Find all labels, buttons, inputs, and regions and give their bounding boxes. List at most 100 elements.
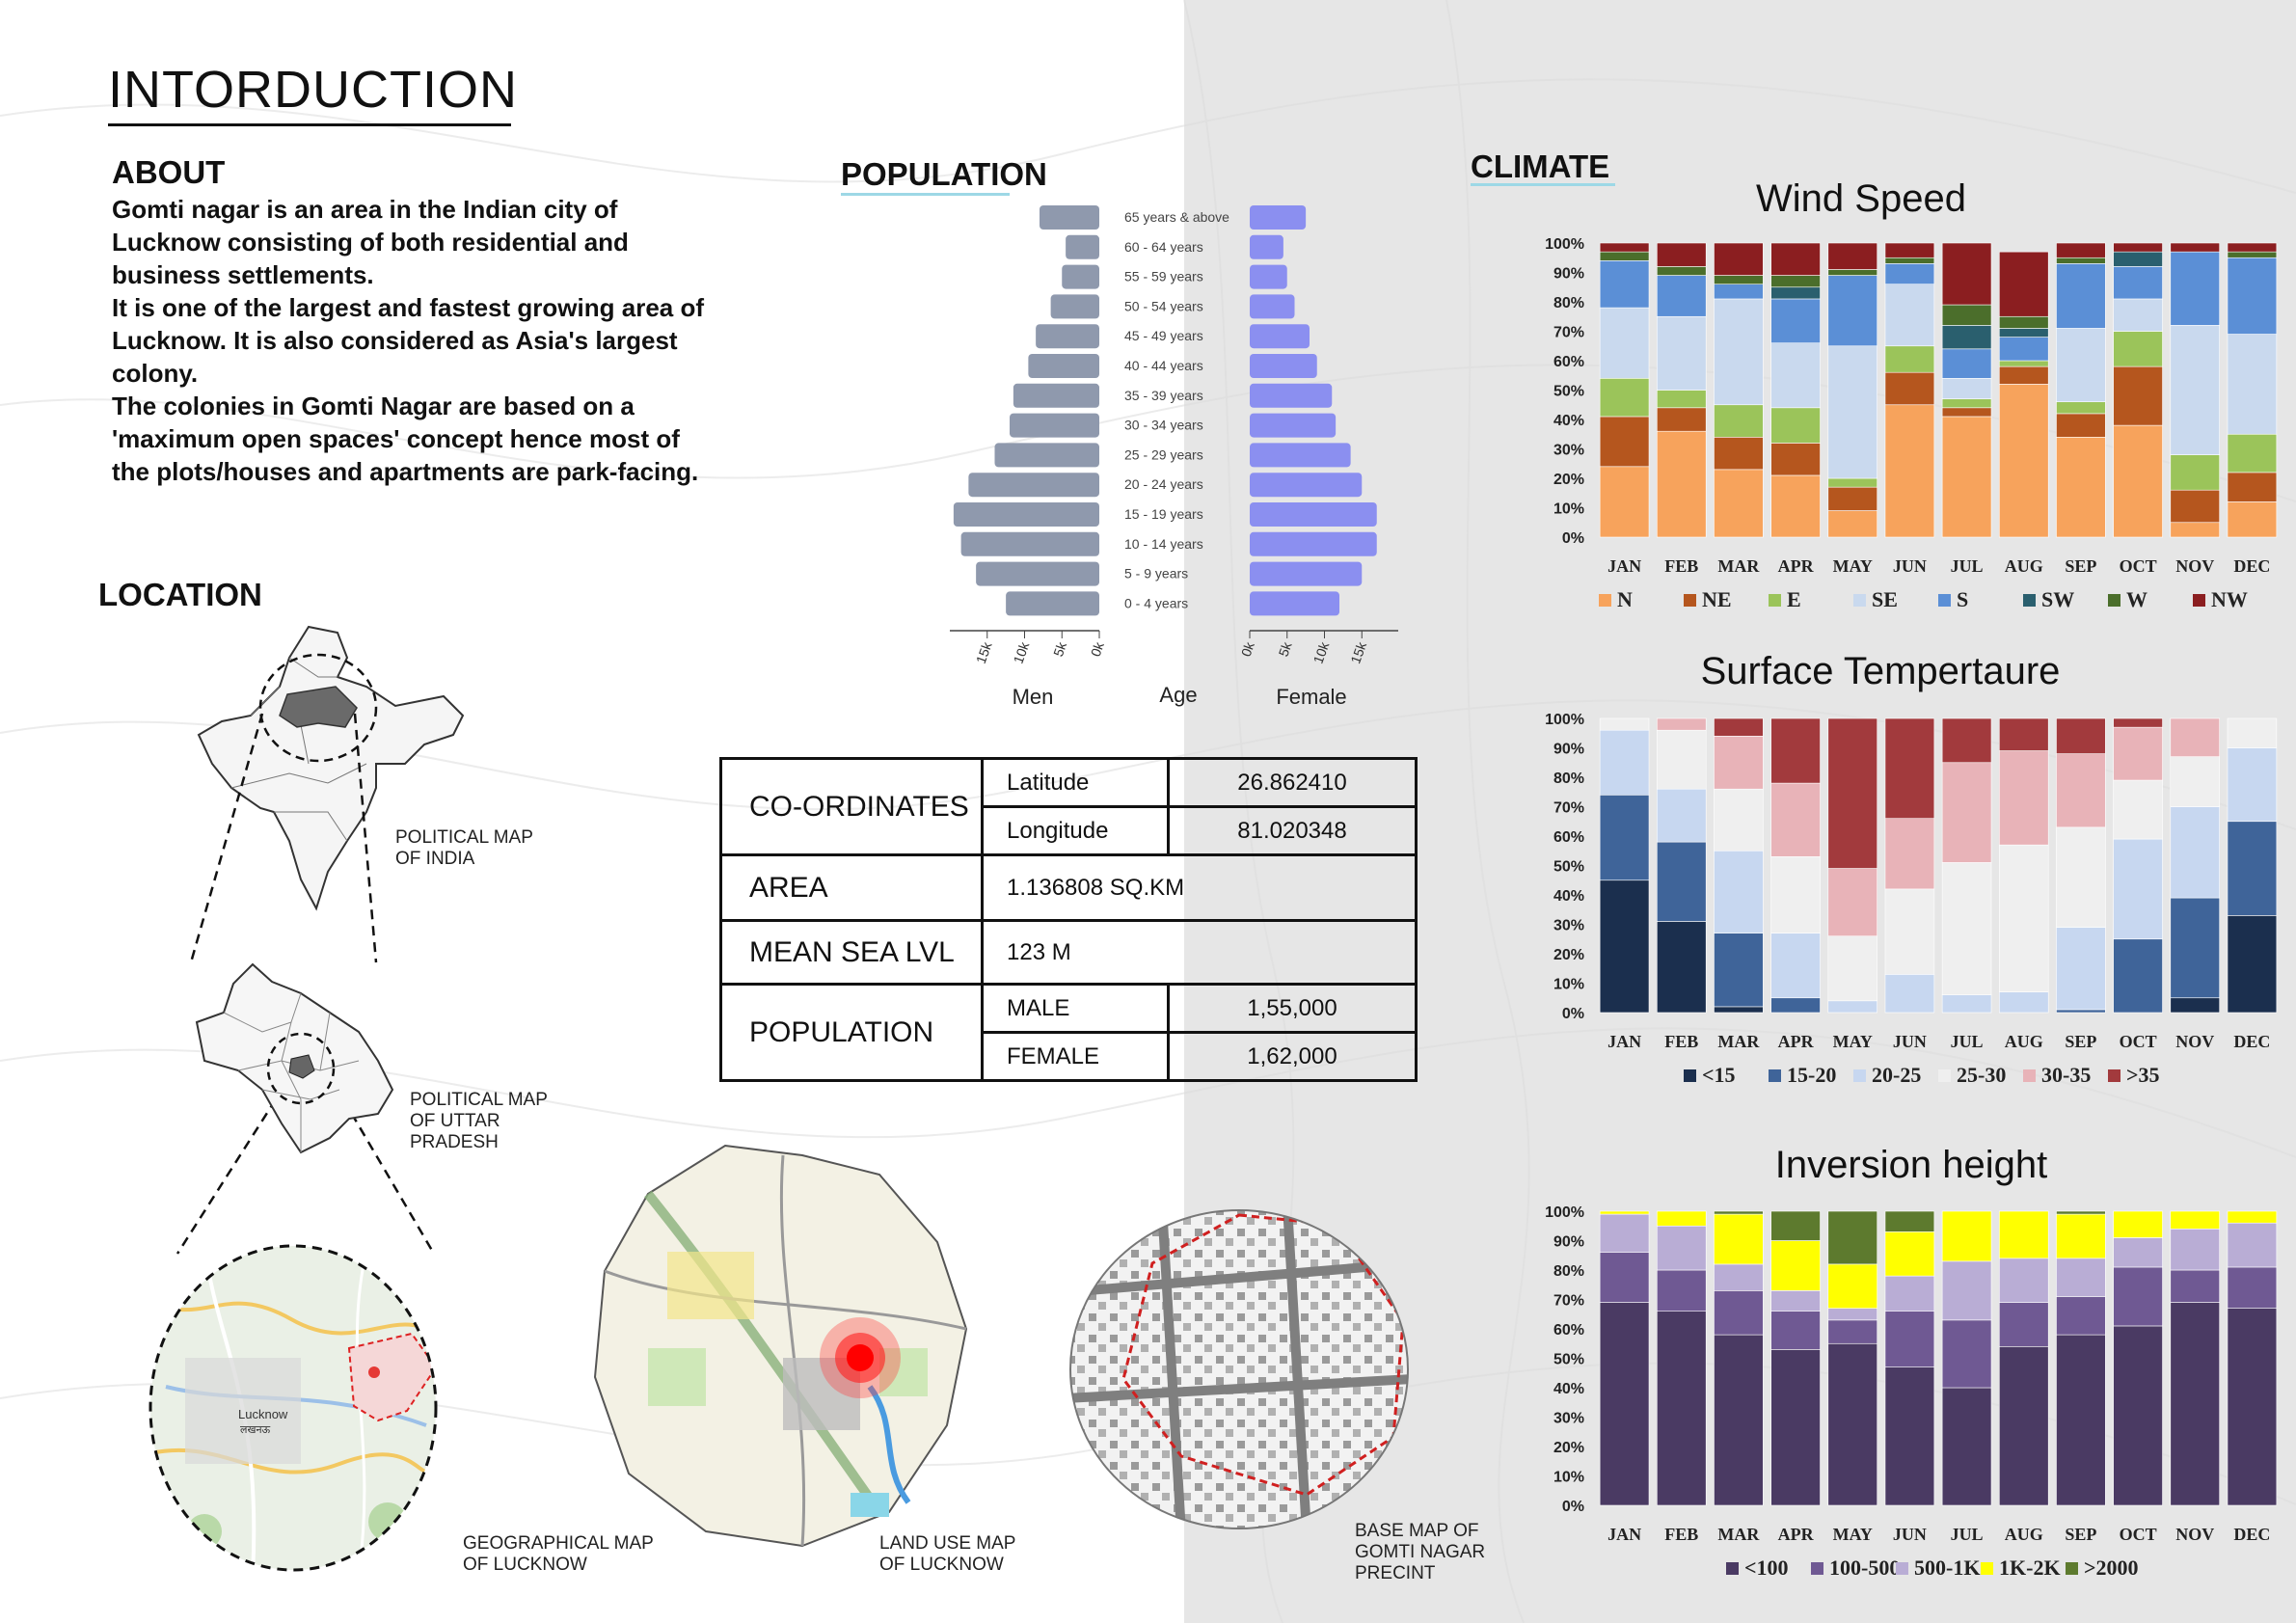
bar-segment-se-may [1827, 345, 1877, 479]
bar-segment-25-30-jan [1599, 717, 1650, 731]
y-tick-label: 90% [1553, 742, 1584, 758]
bar-segment-e-jul [1941, 398, 1992, 409]
bar-segment-nw-sep [2056, 242, 2106, 258]
pyramid-age-label: 50 - 54 years [1124, 298, 1203, 313]
bar-segment-35-apr [1770, 717, 1821, 784]
x-tick-label: MAR [1717, 1032, 1760, 1051]
pyramid-age-label: 20 - 24 years [1124, 476, 1203, 492]
bar-segment-e-oct [2113, 331, 2163, 367]
bar-segment-30-35-jun [1884, 818, 1935, 890]
x-tick-label: DEC [2233, 1032, 2270, 1051]
bar-segment-100-apr [1770, 1349, 1821, 1506]
y-tick-label: 0% [1562, 1499, 1584, 1515]
bar-segment-30-35-jul [1941, 762, 1992, 863]
bar-segment-30-35-oct [2113, 726, 2163, 781]
y-tick-label: 50% [1553, 859, 1584, 876]
bar-segment-100-500-feb [1657, 1269, 1707, 1312]
bar-segment-20-25-oct [2113, 838, 2163, 940]
bar-segment-ne-jan [1599, 416, 1650, 468]
bar-segment-ne-aug [1999, 365, 2049, 385]
x-tick-label: MAR [1717, 1525, 1760, 1544]
bar-segment-25-30-mar [1714, 788, 1764, 852]
bar-segment-100-500-dec [2227, 1266, 2278, 1309]
legend-label-35: >35 [2126, 1063, 2160, 1087]
y-tick-label: 70% [1553, 1293, 1584, 1310]
bar-segment-25-30-nov [2170, 756, 2220, 807]
bar-segment-100-500-jan [1599, 1252, 1650, 1303]
bar-segment-35-aug [1999, 717, 2049, 751]
about-paragraph: The colonies in Gomti Nagar are based on… [112, 392, 699, 486]
pyramid-bar-men-35-39-years [1013, 383, 1099, 408]
pyramid-age-label: 15 - 19 years [1124, 506, 1203, 522]
bar-segment-s-jan [1599, 259, 1650, 309]
bar-segment-nw-jan [1599, 242, 1650, 253]
pyramid-bar-men-10-14-years [960, 531, 1099, 556]
y-tick-label: 30% [1553, 1411, 1584, 1427]
wind-speed-chart: 0% 10% 20% 30% 40% 50% 60% 70% 80% 90% 100% JAN FEB M… [1545, 236, 2278, 611]
bar-segment-n-oct [2113, 424, 2163, 538]
bar-segment-se-sep [2056, 328, 2106, 402]
bar-segment-20-25-jan [1599, 729, 1650, 796]
legend-label-25-30: 25-30 [1957, 1063, 2006, 1087]
surface-temperature-chart: 0% 10% 20% 30% 40% 50% 60% 70% 80% 90% 100% JAN FEB M… [1545, 712, 2278, 1087]
geo-map-city-label-hindi: लखनऊ [240, 1424, 271, 1436]
y-tick-label: 60% [1553, 1322, 1584, 1339]
pyramid-bar-female-10-14-years [1250, 531, 1377, 556]
bar-segment-se-nov [2170, 325, 2220, 455]
area-label: AREA [719, 853, 984, 922]
male-value: 1,55,000 [1167, 983, 1418, 1034]
legend-swatch-100 [1726, 1562, 1739, 1575]
legend-swatch-15-20 [1769, 1069, 1781, 1082]
bar-segment-1k-2k-feb [1657, 1210, 1707, 1227]
y-tick-label: 80% [1553, 771, 1584, 787]
bar-segment-n-sep [2056, 437, 2106, 538]
bar-segment-w-jul [1941, 304, 1992, 326]
bar-segment-n-mar [1714, 469, 1764, 538]
bar-segment-nw-mar [1714, 242, 1764, 276]
x-tick-label: AUG [2005, 1032, 2043, 1051]
bar-segment-100-may [1827, 1342, 1877, 1506]
site-data-table: CO-ORDINATES Latitude 26.862410 Longitud… [719, 757, 1418, 1082]
bar-segment-2000-mar [1714, 1210, 1764, 1215]
bar-segment-w-jun [1884, 257, 1935, 264]
bar-segment-20-25-jun [1884, 974, 1935, 1014]
map-label-uttar-pradesh: POLITICAL MAP OF UTTAR PRADESH [410, 1090, 548, 1152]
bar-segment-20-25-jul [1941, 994, 1992, 1014]
legend-swatch-w [2108, 594, 2120, 607]
bar-segment-n-dec [2227, 501, 2278, 538]
bar-segment-s-mar [1714, 284, 1764, 300]
legend-label-n: N [1617, 587, 1633, 611]
bar-segment-se-jun [1884, 284, 1935, 347]
bar-segment-25-30-oct [2113, 779, 2163, 840]
x-tick-label: SEP [2065, 556, 2096, 576]
x-tick-label: FEB [1664, 1525, 1698, 1544]
y-tick-label: 40% [1553, 888, 1584, 905]
bar-segment-se-dec [2227, 334, 2278, 435]
bar-segment-1k-2k-mar [1714, 1213, 1764, 1265]
bar-segment-se-mar [1714, 298, 1764, 406]
india-map [197, 625, 465, 911]
legend-label-1k-2k: 1K-2K [1999, 1555, 2061, 1580]
x-tick-label: SEP [2065, 1032, 2096, 1051]
pyramid-label-age: Age [1159, 683, 1197, 707]
bar-segment-20-25-dec [2227, 747, 2278, 823]
pyramid-bar-men-65-years-above [1040, 205, 1099, 230]
legend-label-100-500: 100-500 [1829, 1555, 1900, 1580]
y-tick-label: 80% [1553, 1263, 1584, 1280]
bar-segment-1k-2k-nov [2170, 1210, 2220, 1230]
bar-segment-15-mar [1714, 1006, 1764, 1014]
bar-segment-w-apr [1770, 275, 1821, 288]
bar-segment-2000-apr [1770, 1210, 1821, 1241]
x-tick-label: OCT [2120, 1032, 2157, 1051]
male-label: MALE [981, 983, 1170, 1034]
bar-segment-500-1k-nov [2170, 1228, 2220, 1271]
x-tick-label: APR [1778, 1032, 1815, 1051]
pyramid-age-label: 5 - 9 years [1124, 566, 1188, 582]
bar-segment-100-500-apr [1770, 1311, 1821, 1350]
climate-heading: CLIMATE [1471, 149, 1610, 184]
bar-segment-nw-aug [1999, 251, 2049, 317]
bar-segment-25-30-sep [2056, 826, 2106, 928]
bar-segment-15-20-mar [1714, 933, 1764, 1008]
map-label-india: POLITICAL MAP OF INDIA [395, 827, 533, 869]
legend-swatch-25-30 [1938, 1069, 1951, 1082]
